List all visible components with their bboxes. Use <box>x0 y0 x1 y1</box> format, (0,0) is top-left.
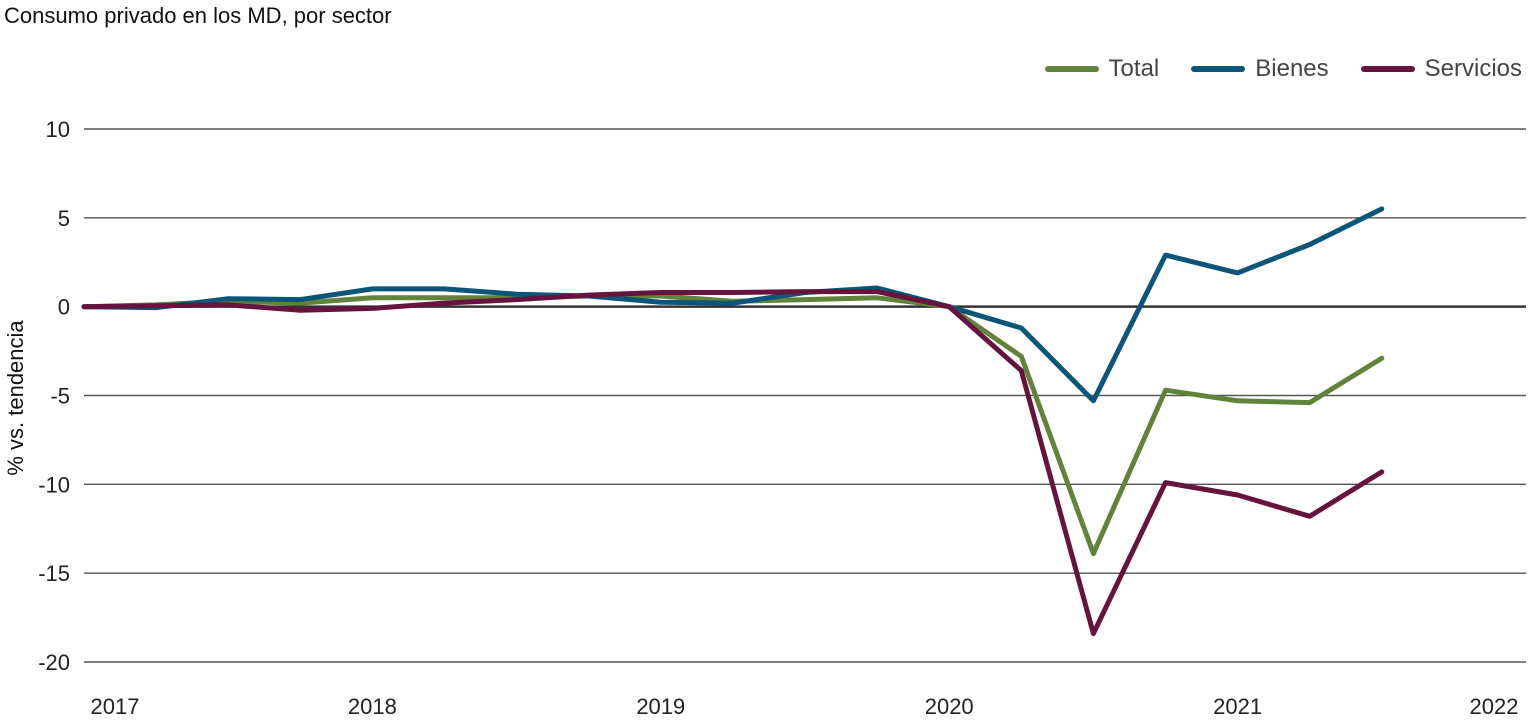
legend: Total Bienes Servicios <box>1044 55 1522 83</box>
series-line-servicios <box>81 289 1385 637</box>
y-tick-label: 10 <box>46 117 70 142</box>
x-tick-label: 2019 <box>636 694 685 719</box>
grid-layer <box>84 128 1526 663</box>
legend-label-servicios: Servicios <box>1424 55 1522 82</box>
y-tick-label: -20 <box>38 650 70 675</box>
x-tick-label: 2022 <box>1470 694 1519 719</box>
legend-item-bienes: Bienes <box>1191 55 1329 83</box>
x-tick-label: 2018 <box>348 694 397 719</box>
y-tick-label: 0 <box>58 295 70 320</box>
y-tick-label: 5 <box>58 206 70 231</box>
legend-item-servicios: Servicios <box>1360 55 1522 83</box>
series-layer <box>81 206 1385 637</box>
y-tick-label: -5 <box>50 384 70 409</box>
legend-swatch-bienes <box>1191 66 1246 72</box>
x-tick-label: 2020 <box>925 694 974 719</box>
series-line-bienes <box>81 206 1385 404</box>
tick-layer: 10 5 0 -5 -10 -15 -20 2017 2018 2019 2020 2021 2022 <box>38 117 1518 719</box>
chart-title: Consumo privado en los MD, por sector <box>4 3 392 28</box>
y-tick-label: -15 <box>38 561 70 586</box>
legend-item-total: Total <box>1044 55 1160 83</box>
legend-label-bienes: Bienes <box>1255 55 1329 82</box>
x-tick-label: 2017 <box>91 694 140 719</box>
x-tick-label: 2021 <box>1213 694 1262 719</box>
legend-label-total: Total <box>1108 55 1160 82</box>
legend-swatch-servicios <box>1360 66 1415 72</box>
legend-swatch-total <box>1044 66 1099 72</box>
y-tick-label: -10 <box>38 472 70 497</box>
series-line-total <box>81 293 1385 557</box>
